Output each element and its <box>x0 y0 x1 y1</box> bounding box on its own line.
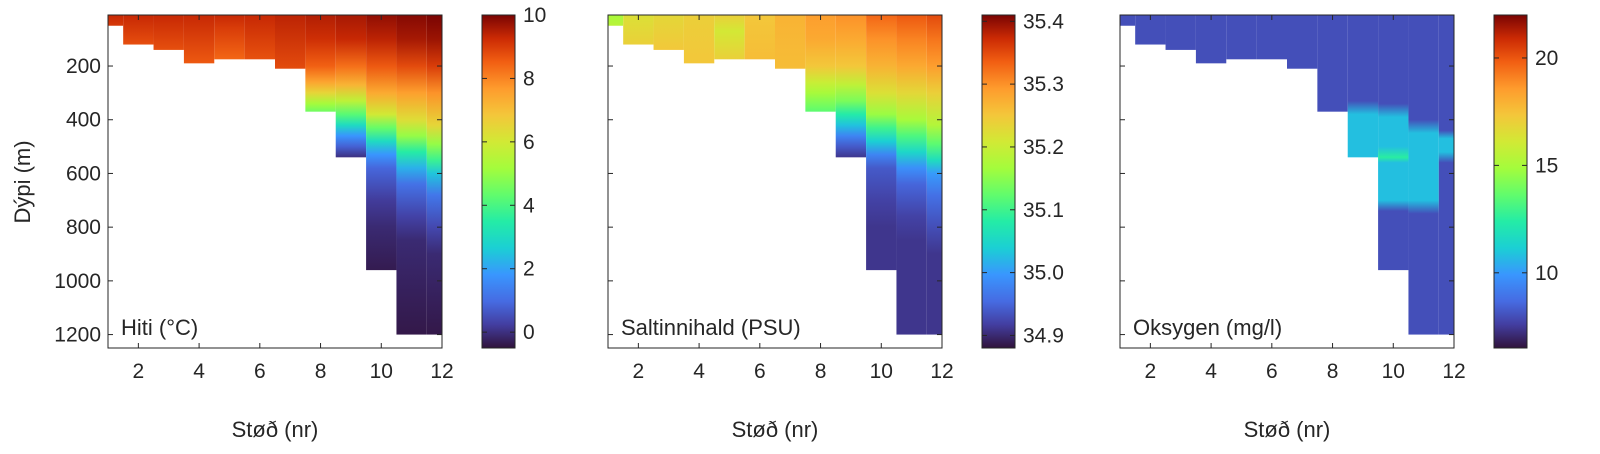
station-column-9 <box>1347 15 1379 158</box>
colorbar-scale <box>481 14 516 349</box>
station-column-4 <box>683 15 715 64</box>
station-column-5 <box>1226 15 1257 60</box>
station-column-9 <box>335 15 367 158</box>
y-tick-label: 1200 <box>54 324 101 347</box>
panel-label: Saltinnihald (PSU) <box>621 315 801 340</box>
colorbar-tick-label: 34.9 <box>1023 324 1064 347</box>
station-column-8 <box>805 15 836 112</box>
station-column-12 <box>426 15 442 335</box>
station-column-10 <box>866 15 897 271</box>
x-tick-label: 6 <box>1266 360 1278 383</box>
colorbar-tick-label: 2 <box>523 258 535 281</box>
station-column-7 <box>275 15 306 69</box>
station-column-9 <box>835 15 867 158</box>
station-column-7 <box>775 15 806 69</box>
colorbar: 0 2 4 6 8 10 <box>481 4 546 349</box>
panel-label: Hiti (°C) <box>121 315 198 340</box>
station-column-8 <box>1317 15 1348 112</box>
colorbar-tick-label: 35.3 <box>1023 73 1064 96</box>
station-column-12 <box>1438 15 1454 335</box>
colorbar-tick-label: 6 <box>523 131 535 154</box>
x-tick-label: 12 <box>430 360 453 383</box>
station-column-4 <box>1195 15 1227 64</box>
colorbar-scale <box>981 14 1016 349</box>
station-column-11 <box>896 15 927 335</box>
station-column-11 <box>1408 15 1439 335</box>
x-axis-label: Støð (nr) <box>1244 417 1331 442</box>
station-column-4 <box>183 15 215 64</box>
colorbar-scale <box>1493 14 1528 349</box>
station-column-6 <box>244 15 275 60</box>
station-column-12 <box>926 15 942 335</box>
colorbar-tick-label: 35.4 <box>1023 10 1064 33</box>
colorbar-tick-label: 10 <box>1535 262 1558 285</box>
station-column-3 <box>153 15 184 50</box>
x-tick-label: 10 <box>1382 360 1405 383</box>
station-column-11 <box>396 15 427 335</box>
contour-field <box>1120 15 1454 335</box>
colorbar: 34.9 35.0 35.1 35.2 35.3 35.4 <box>981 10 1064 349</box>
colorbar-tick-label: 35.1 <box>1023 199 1064 222</box>
colorbar-tick-label: 35.2 <box>1023 136 1064 159</box>
y-tick-label: 600 <box>66 162 101 185</box>
colorbar-tick-label: 10 <box>523 4 546 27</box>
panel-3: 2 4 6 8 10 12 Oksygen (mg/l) Støð (nr) 10 15 20 <box>1119 14 1558 442</box>
station-column-5 <box>714 15 745 60</box>
axes-box <box>607 14 943 349</box>
x-tick-label: 4 <box>693 360 705 383</box>
contour-field <box>108 15 442 335</box>
colorbar-tick-label: 15 <box>1535 154 1558 177</box>
station-column-10 <box>1378 15 1409 271</box>
y-tick-label: 200 <box>66 55 101 78</box>
station-column-3 <box>653 15 684 50</box>
colorbar-tick-label: 4 <box>523 194 535 217</box>
panel-label: Oksygen (mg/l) <box>1133 315 1282 340</box>
x-tick-label: 8 <box>1327 360 1339 383</box>
x-axis-label: Støð (nr) <box>232 417 319 442</box>
colorbar-tick-label: 35.0 <box>1023 262 1064 285</box>
panel-1: 2 4 6 8 10 12 200 400 600 800 1000 1200 Hiti (°C) Stø… <box>54 4 546 442</box>
station-column-6 <box>1256 15 1287 60</box>
x-tick-label: 10 <box>370 360 393 383</box>
y-tick-label: 1000 <box>54 270 101 293</box>
x-tick-label: 2 <box>133 360 145 383</box>
y-axis-label: Dýpi (m) <box>10 140 35 223</box>
station-column-3 <box>1165 15 1196 50</box>
colorbar-tick-label: 8 <box>523 67 535 90</box>
station-column-1 <box>608 15 624 26</box>
x-tick-label: 12 <box>930 360 953 383</box>
station-column-8 <box>305 15 336 112</box>
y-tick-label: 400 <box>66 109 101 132</box>
axes-box <box>107 14 443 349</box>
x-tick-label: 4 <box>1205 360 1217 383</box>
colorbar-tick-label: 0 <box>523 321 535 344</box>
x-axis-label: Støð (nr) <box>732 417 819 442</box>
station-column-6 <box>744 15 775 60</box>
x-tick-label: 2 <box>1145 360 1157 383</box>
x-tick-label: 6 <box>754 360 766 383</box>
contour-field <box>608 15 942 335</box>
x-tick-label: 2 <box>633 360 645 383</box>
x-tick-label: 10 <box>870 360 893 383</box>
station-column-1 <box>1120 15 1136 26</box>
x-tick-label: 8 <box>315 360 327 383</box>
colorbar-tick-label: 20 <box>1535 47 1558 70</box>
x-tick-label: 8 <box>815 360 827 383</box>
axes-box <box>1119 14 1455 349</box>
station-column-10 <box>366 15 397 271</box>
x-tick-label: 4 <box>193 360 205 383</box>
y-tick-label: 800 <box>66 216 101 239</box>
x-tick-label: 6 <box>254 360 266 383</box>
x-tick-label: 12 <box>1442 360 1465 383</box>
station-column-1 <box>108 15 124 26</box>
colorbar: 10 15 20 <box>1493 14 1558 349</box>
station-column-5 <box>214 15 245 60</box>
station-column-7 <box>1287 15 1318 69</box>
